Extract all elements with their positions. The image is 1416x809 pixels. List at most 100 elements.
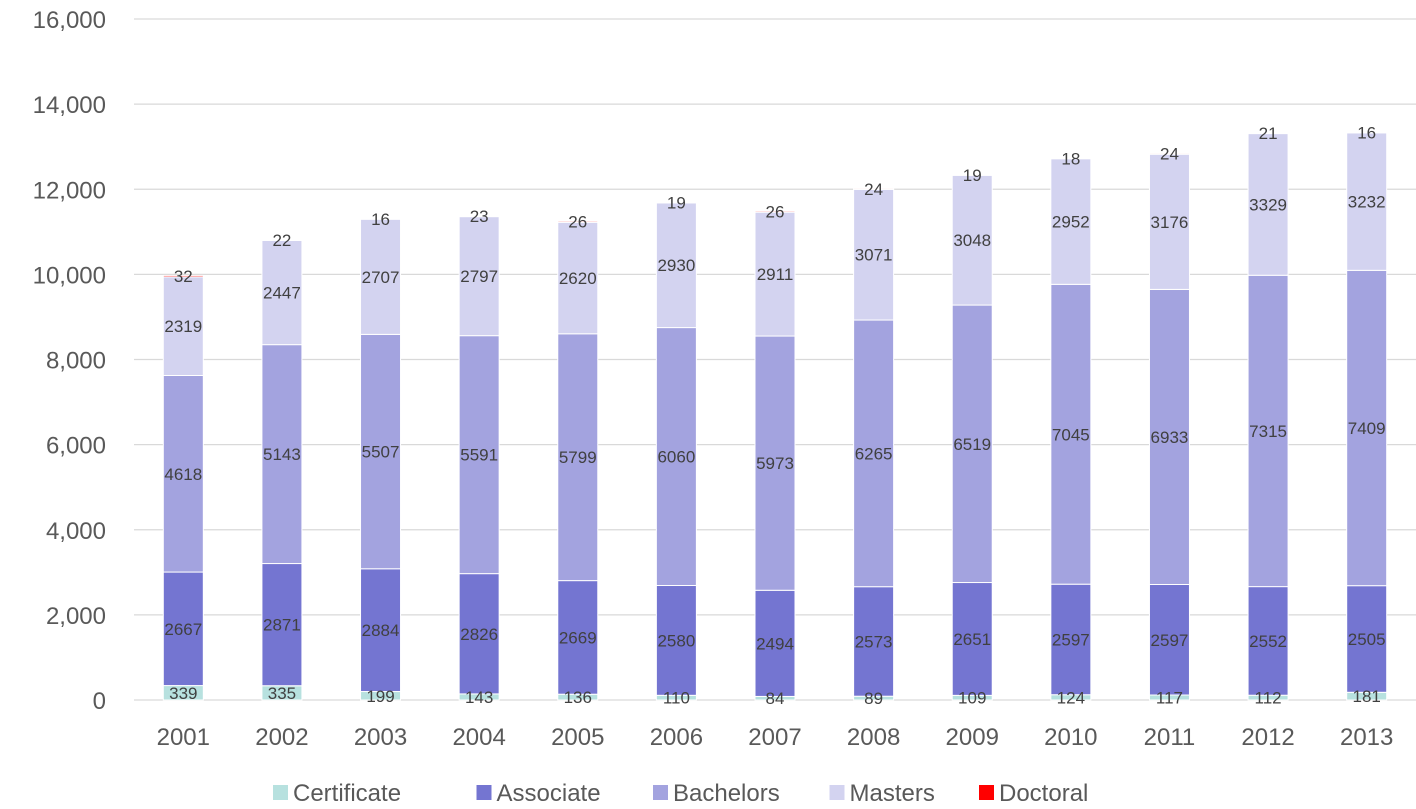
data-label-bachelors: 7045 <box>1052 425 1090 444</box>
data-label-doctoral: 19 <box>667 193 686 212</box>
x-tick-label: 2003 <box>354 724 407 751</box>
data-label-certificate: 124 <box>1057 688 1085 707</box>
data-label-associate: 2667 <box>164 620 202 639</box>
bar-segment-doctoral <box>1148 152 1190 155</box>
x-tick-label: 2007 <box>748 724 801 751</box>
bar-segment-masters <box>1050 158 1092 285</box>
data-label-masters: 2911 <box>757 265 794 284</box>
bar-segment-associate <box>458 573 500 695</box>
data-label-associate: 2884 <box>362 621 400 640</box>
bar-stack-2010 <box>1050 157 1092 701</box>
legend-swatch <box>979 785 994 800</box>
data-label-doctoral: 19 <box>963 166 982 185</box>
data-label-associate: 2552 <box>1249 632 1287 651</box>
legend-swatch <box>829 785 845 800</box>
data-label-doctoral: 22 <box>272 231 291 250</box>
bar-segment-masters <box>360 218 402 335</box>
bar-stack-2006 <box>655 201 697 701</box>
data-label-masters: 3232 <box>1348 193 1386 212</box>
bar-segment-doctoral <box>557 220 599 223</box>
data-label-associate: 2494 <box>756 634 794 653</box>
bar-segment-associate <box>1148 583 1190 696</box>
bar-segment-masters <box>557 221 599 335</box>
data-label-bachelors: 6933 <box>1151 428 1189 447</box>
bar-stacks <box>162 131 1388 701</box>
x-axis-ticks: 2001 2002 2003 2004 2005 2006 2007 2008 2009 2010… <box>157 724 1394 751</box>
legend-label: Associate <box>497 780 601 807</box>
data-label-associate: 2651 <box>953 630 991 649</box>
data-label-masters: 3071 <box>855 246 893 265</box>
y-tick-label: 0 <box>93 688 106 715</box>
legend-label: Doctoral <box>999 780 1088 807</box>
bar-segment-doctoral <box>853 187 895 190</box>
bar-segment-bachelors <box>1148 288 1190 585</box>
bar-segment-associate <box>162 571 204 687</box>
data-label-bachelors: 5973 <box>756 454 794 473</box>
x-tick-label: 2013 <box>1340 724 1393 751</box>
y-tick-label: 10,000 <box>33 262 106 289</box>
data-label-certificate: 109 <box>958 689 986 708</box>
legend-swatch <box>653 785 668 800</box>
y-tick-label: 6,000 <box>46 433 106 460</box>
data-label-associate: 2505 <box>1348 630 1386 649</box>
bar-segment-masters <box>261 239 303 346</box>
data-label-associate: 2597 <box>1151 631 1189 650</box>
data-label-certificate: 339 <box>169 684 197 703</box>
bar-stack-2012 <box>1247 132 1289 701</box>
bar-segment-associate <box>557 580 599 695</box>
bar-stack-2001 <box>162 274 204 701</box>
bar-segment-associate <box>360 568 402 693</box>
legend-swatch <box>476 785 492 800</box>
data-label-associate: 2669 <box>559 628 597 647</box>
bar-segment-bachelors <box>360 333 402 570</box>
data-label-certificate: 199 <box>366 687 394 706</box>
data-label-doctoral: 23 <box>470 207 489 226</box>
x-tick-label: 2002 <box>255 724 308 751</box>
data-label-masters: 2447 <box>263 284 301 303</box>
data-label-bachelors: 7315 <box>1249 422 1287 441</box>
y-tick-label: 8,000 <box>46 348 106 375</box>
data-label-certificate: 117 <box>1156 689 1183 708</box>
bar-segment-doctoral <box>1346 131 1388 134</box>
bar-stack-2013 <box>1346 131 1388 701</box>
bar-segment-bachelors <box>458 335 500 575</box>
bar-segment-doctoral <box>162 274 204 278</box>
data-label-certificate: 136 <box>564 688 592 707</box>
data-label-doctoral: 26 <box>568 213 587 232</box>
data-label-bachelors: 5143 <box>263 445 301 464</box>
data-label-masters: 3329 <box>1249 195 1287 214</box>
legend-label: Masters <box>850 780 935 807</box>
bar-segment-doctoral <box>951 174 993 176</box>
legend-label: Certificate <box>293 780 401 807</box>
data-label-certificate: 112 <box>1255 689 1282 708</box>
bar-segment-masters <box>754 211 796 337</box>
y-tick-label: 2,000 <box>46 603 106 630</box>
data-label-certificate: 89 <box>864 689 883 708</box>
data-label-masters: 2620 <box>559 269 597 288</box>
x-tick-label: 2009 <box>946 724 999 751</box>
bar-segment-doctoral <box>655 201 697 204</box>
data-label-masters: 2952 <box>1052 213 1090 232</box>
data-label-masters: 2797 <box>460 267 498 286</box>
bar-segment-doctoral <box>360 217 402 220</box>
data-label-masters: 3176 <box>1151 213 1189 232</box>
data-label-bachelors: 4618 <box>164 465 202 484</box>
x-tick-label: 2012 <box>1241 724 1294 751</box>
legend-label: Bachelors <box>673 780 780 807</box>
data-label-certificate: 181 <box>1353 687 1381 706</box>
bar-segment-bachelors <box>951 304 993 584</box>
x-tick-label: 2004 <box>452 724 505 751</box>
bar-segment-doctoral <box>261 239 303 241</box>
data-label-doctoral: 16 <box>371 210 390 229</box>
legend: Certificate Associate Bachelors Masters Doct… <box>273 780 1088 807</box>
bar-segment-doctoral <box>458 215 500 218</box>
bar-stack-2011 <box>1148 152 1190 701</box>
x-tick-label: 2001 <box>157 724 210 751</box>
bar-segment-doctoral <box>1050 157 1092 160</box>
bar-segment-bachelors <box>557 333 599 582</box>
bar-segment-masters <box>458 216 500 337</box>
bar-stack-2008 <box>853 187 895 701</box>
bar-segment-associate <box>754 589 796 697</box>
data-label-bachelors: 7409 <box>1348 419 1386 438</box>
